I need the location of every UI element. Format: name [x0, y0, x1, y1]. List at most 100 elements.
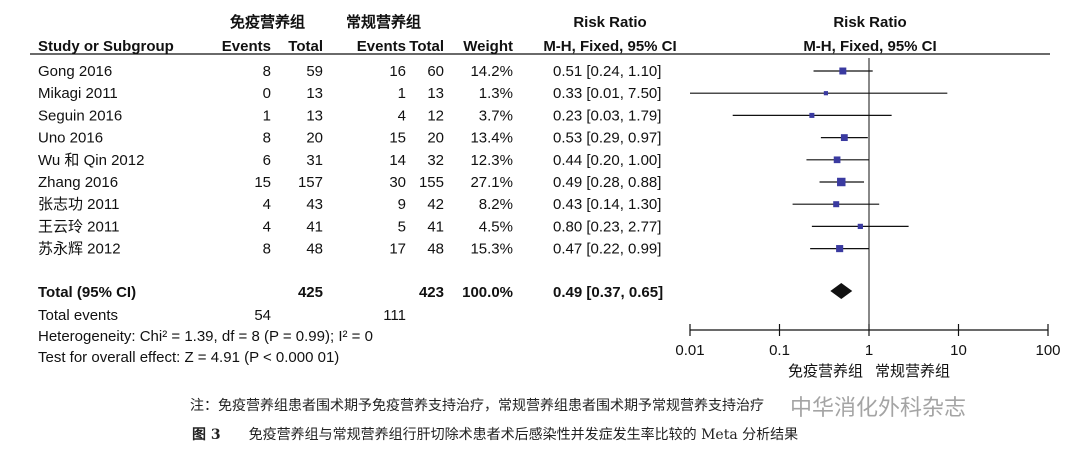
- study-rows: Gong 2016 8 59 16 60 14.2% 0.51 [0.24, 1.10]Mi…: [38, 63, 661, 258]
- weight: 14.2%: [470, 63, 513, 80]
- point-estimate-square: [823, 91, 829, 96]
- forest-plot-area: 0.01 0.1 1 10 100 免疫营养组 常规营养组: [675, 58, 1061, 380]
- exp-events: 8: [263, 130, 271, 147]
- point-estimate-square: [809, 112, 815, 118]
- forest-plot: 免疫营养组 常规营养组 Risk Ratio Risk Ratio Study …: [30, 13, 1061, 380]
- ci-text: 0.44 [0.20, 1.00]: [553, 152, 661, 169]
- study-name: Wu 和 Qin 2012: [38, 152, 144, 169]
- plot-column-title: Risk Ratio: [833, 14, 906, 31]
- study-marker: [813, 67, 873, 75]
- heterogeneity-text: Heterogeneity: Chi² = 1.39, df = 8 (P = …: [38, 328, 373, 345]
- table-row: Mikagi 2011 0 13 1 13 1.3% 0.33 [0.01, 7.50]: [38, 85, 661, 102]
- weight: 15.3%: [470, 241, 513, 258]
- ctl-events: 30: [389, 174, 406, 191]
- favours-right-label: 常规营养组: [875, 363, 950, 380]
- exp-total: 43: [306, 196, 323, 213]
- point-estimate-square: [833, 201, 840, 208]
- table-row: Gong 2016 8 59 16 60 14.2% 0.51 [0.24, 1.10]: [38, 63, 661, 80]
- footnote: 注：免疫营养组患者围术期予免疫营养支持治疗，常规营养组患者围术期予常规营养支持治…: [190, 398, 764, 414]
- study-marker: [732, 112, 892, 118]
- exp-total: 41: [306, 218, 323, 235]
- experimental-group-header: 免疫营养组: [230, 13, 305, 31]
- ctl-total: 12: [427, 107, 444, 124]
- pooled-diamond: [830, 283, 853, 299]
- exp-total: 59: [306, 63, 323, 80]
- overall-effect-text: Test for overall effect: Z = 4.91 (P < 0…: [38, 349, 339, 366]
- study-name: Uno 2016: [38, 130, 103, 147]
- ctl-total: 32: [427, 152, 444, 169]
- ci-text: 0.80 [0.23, 2.77]: [553, 218, 661, 235]
- exp-events: 0: [263, 85, 271, 102]
- ctl-events: 4: [398, 107, 406, 124]
- weight: 1.3%: [479, 85, 513, 102]
- ci-text: 0.43 [0.14, 1.30]: [553, 196, 661, 213]
- point-estimate-square: [857, 223, 863, 230]
- table-row: Wu 和 Qin 2012 6 31 14 32 12.3% 0.44 [0.20, 1.0…: [38, 152, 661, 169]
- x-tick-label: 10: [950, 342, 967, 359]
- ctl-total: 42: [427, 196, 444, 213]
- weight: 8.2%: [479, 196, 513, 213]
- total-ci-text: 0.49 [0.37, 0.65]: [553, 284, 663, 301]
- ctl-total: 60: [427, 63, 444, 80]
- weight: 12.3%: [470, 152, 513, 169]
- exp-total: 20: [306, 130, 323, 147]
- ctl-events: 9: [398, 196, 406, 213]
- table-row: Zhang 2016 15 157 30 155 27.1% 0.49 [0.28, 0.8…: [38, 174, 661, 191]
- ci-text: 0.53 [0.29, 0.97]: [553, 130, 661, 147]
- table-row: 王云玲 2011 4 41 5 41 4.5% 0.80 [0.23, 2.77]: [38, 218, 661, 235]
- exp-total: 13: [306, 107, 323, 124]
- total-exp-total: 425: [298, 284, 323, 301]
- control-group-header: 常规营养组: [346, 13, 421, 31]
- ctl-total: 13: [427, 85, 444, 102]
- exp-events-header: Events: [222, 38, 271, 55]
- favours-left-label: 免疫营养组: [788, 363, 863, 380]
- study-name: Seguin 2016: [38, 107, 122, 124]
- ctl-total: 20: [427, 130, 444, 147]
- study-name: Gong 2016: [38, 63, 112, 80]
- point-estimate-square: [839, 67, 847, 75]
- ci-text: 0.51 [0.24, 1.10]: [553, 63, 661, 80]
- study-marker: [819, 177, 865, 187]
- x-tick-label: 100: [1035, 342, 1060, 359]
- study-marker: [811, 223, 909, 230]
- weight: 27.1%: [470, 174, 513, 191]
- table-row: Seguin 2016 1 13 4 12 3.7% 0.23 [0.03, 1.79]: [38, 107, 661, 124]
- point-estimate-square: [837, 177, 846, 187]
- study-column-header: Study or Subgroup: [38, 38, 174, 55]
- study-marker: [792, 201, 880, 208]
- total-events-exp: 54: [254, 307, 271, 324]
- total-ctl-total: 423: [419, 284, 444, 301]
- exp-events: 6: [263, 152, 271, 169]
- study-name: Mikagi 2011: [38, 85, 118, 102]
- ci-text: 0.23 [0.03, 1.79]: [553, 107, 661, 124]
- study-marker: [810, 245, 869, 253]
- exp-total: 157: [298, 174, 323, 191]
- study-marker: [690, 91, 948, 96]
- weight-header: Weight: [463, 38, 513, 55]
- ctl-events: 14: [389, 152, 406, 169]
- study-name: 王云玲 2011: [38, 218, 119, 235]
- watermark: 中华消化外科杂志: [790, 396, 967, 421]
- ctl-total: 41: [427, 218, 444, 235]
- ctl-events: 1: [398, 85, 406, 102]
- ci-text: 0.47 [0.22, 0.99]: [553, 241, 661, 258]
- ctl-events: 5: [398, 218, 406, 235]
- study-marker: [820, 134, 868, 142]
- ci-text: 0.33 [0.01, 7.50]: [553, 85, 661, 102]
- exp-total: 13: [306, 85, 323, 102]
- effect-method-header: M-H, Fixed, 95% CI: [543, 38, 676, 55]
- table-row: 张志功 2011 4 43 9 42 8.2% 0.43 [0.14, 1.30]: [38, 196, 661, 213]
- weight: 13.4%: [470, 130, 513, 147]
- figure-number: 图 3: [192, 427, 221, 443]
- exp-total: 31: [306, 152, 323, 169]
- exp-events: 15: [254, 174, 271, 191]
- total-events-label: Total events: [38, 307, 118, 324]
- study-name: 张志功 2011: [38, 196, 119, 213]
- study-name: Zhang 2016: [38, 174, 118, 191]
- ctl-events: 16: [389, 63, 406, 80]
- figure-caption-text: 免疫营养组与常规营养组行肝切除术患者术后感染性并发症发生率比较的 Meta 分析…: [248, 427, 799, 443]
- figure-caption: 图 3 免疫营养组与常规营养组行肝切除术患者术后感染性并发症发生率比较的 Meta…: [192, 424, 798, 444]
- x-tick-label: 1: [865, 342, 873, 359]
- ctl-total-header: Total: [409, 38, 444, 55]
- study-name: 苏永辉 2012: [38, 241, 121, 258]
